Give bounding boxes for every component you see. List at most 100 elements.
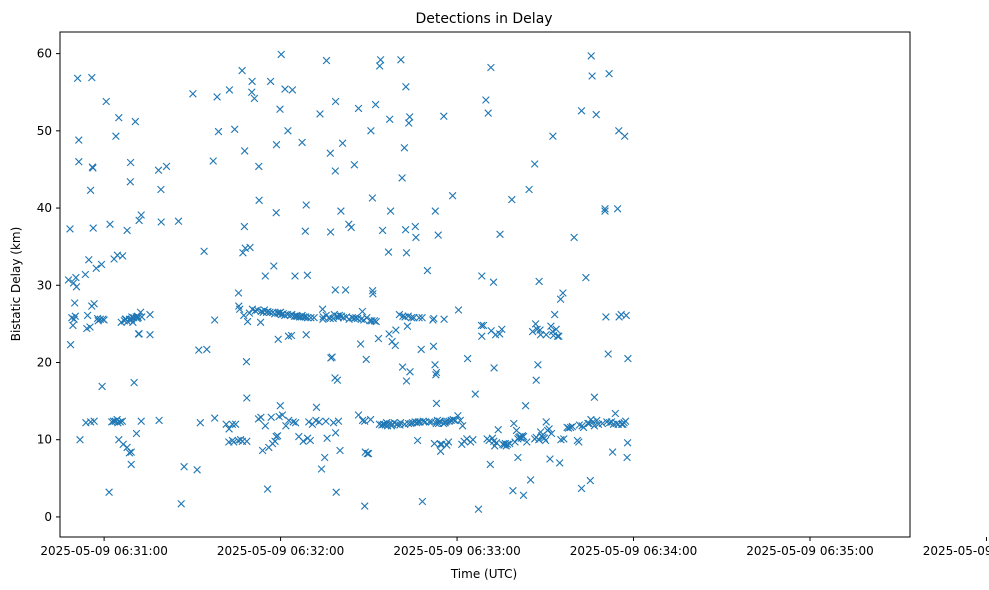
data-point-248 (336, 446, 344, 455)
data-point-467 (555, 459, 564, 467)
data-point-320 (401, 225, 410, 234)
data-point-223 (320, 453, 329, 462)
data-point-357 (432, 368, 441, 377)
data-point-405 (490, 364, 498, 372)
data-point-87 (146, 330, 154, 339)
data-point-131 (242, 357, 251, 366)
data-point-403 (489, 278, 498, 286)
data-point-249 (337, 207, 345, 215)
data-point-430 (519, 432, 528, 441)
data-point-104 (210, 414, 219, 422)
data-point-125 (240, 311, 248, 320)
data-point-153 (263, 485, 272, 493)
data-point-24 (89, 164, 97, 172)
data-point-316 (400, 144, 409, 152)
data-point-503 (605, 69, 613, 78)
data-point-22 (86, 186, 95, 195)
data-point-494 (592, 110, 600, 119)
data-point-390 (474, 505, 483, 513)
data-point-19 (85, 256, 93, 264)
data-point-481 (577, 107, 586, 115)
data-point-265 (356, 340, 365, 348)
data-point-4 (69, 321, 77, 330)
data-point-502 (604, 350, 612, 358)
data-point-211 (306, 436, 315, 445)
data-point-257 (347, 223, 355, 232)
data-point-465 (553, 332, 562, 340)
data-point-53 (118, 252, 127, 260)
data-point-151 (261, 422, 270, 430)
data-point-238 (331, 286, 340, 294)
data-point-323 (403, 322, 412, 330)
data-point-522 (623, 439, 632, 447)
data-point-348 (427, 418, 436, 426)
data-point-354 (431, 361, 439, 369)
data-point-374 (445, 417, 453, 425)
data-point-185 (285, 416, 293, 425)
data-point-463 (550, 310, 559, 319)
data-point-64 (126, 158, 135, 167)
data-point-377 (449, 415, 457, 424)
data-point-1 (66, 225, 74, 233)
data-point-282 (369, 290, 377, 298)
data-point-126 (240, 222, 249, 231)
data-point-420 (509, 486, 517, 495)
data-point-364 (436, 447, 445, 456)
data-point-346 (423, 266, 432, 275)
data-point-386 (463, 354, 472, 363)
data-point-35 (100, 316, 108, 324)
data-point-161 (270, 262, 278, 270)
data-point-464 (552, 325, 560, 334)
data-point-487 (586, 476, 595, 485)
data-point-232 (328, 353, 336, 361)
data-point-273 (362, 355, 370, 364)
data-point-157 (266, 308, 274, 317)
data-point-7 (70, 299, 79, 307)
data-point-474 (566, 423, 575, 432)
data-point-51 (116, 418, 125, 426)
data-point-107 (214, 127, 223, 136)
data-point-383 (458, 422, 467, 430)
data-point-110 (225, 425, 233, 433)
data-point-138 (250, 94, 259, 103)
data-point-283 (368, 194, 377, 202)
data-point-263 (354, 104, 363, 113)
data-point-484 (582, 273, 590, 282)
data-point-492 (590, 393, 599, 401)
data-point-169 (273, 432, 282, 440)
data-point-287 (374, 334, 383, 343)
data-point-351 (430, 314, 438, 323)
data-point-38 (102, 97, 110, 106)
data-point-54 (118, 417, 127, 425)
data-point-29 (86, 418, 95, 426)
data-point-264 (354, 411, 363, 419)
data-point-245 (334, 417, 343, 425)
data-point-270 (360, 502, 369, 510)
data-point-452 (542, 418, 550, 426)
data-point-166 (272, 208, 280, 217)
data-point-360 (434, 231, 442, 239)
data-point-389 (471, 390, 480, 398)
data-point-520 (622, 311, 630, 320)
data-point-284 (370, 317, 379, 325)
data-point-409 (494, 425, 502, 434)
data-point-144 (257, 413, 265, 422)
data-point-65 (126, 178, 135, 186)
data-point-158 (267, 413, 275, 422)
data-point-106 (213, 93, 221, 101)
data-point-281 (368, 286, 377, 295)
data-point-292 (378, 226, 387, 235)
data-point-81 (135, 330, 143, 338)
data-point-339 (415, 313, 423, 322)
data-point-266 (357, 315, 365, 323)
data-point-101 (200, 247, 208, 256)
data-point-67 (127, 448, 135, 456)
data-point-475 (568, 422, 577, 431)
data-point-469 (557, 435, 565, 444)
data-point-444 (535, 435, 543, 444)
data-point-380 (454, 306, 463, 314)
data-point-299 (385, 330, 393, 338)
data-point-506 (608, 448, 617, 456)
data-point-311 (397, 56, 405, 64)
data-point-188 (287, 331, 296, 340)
